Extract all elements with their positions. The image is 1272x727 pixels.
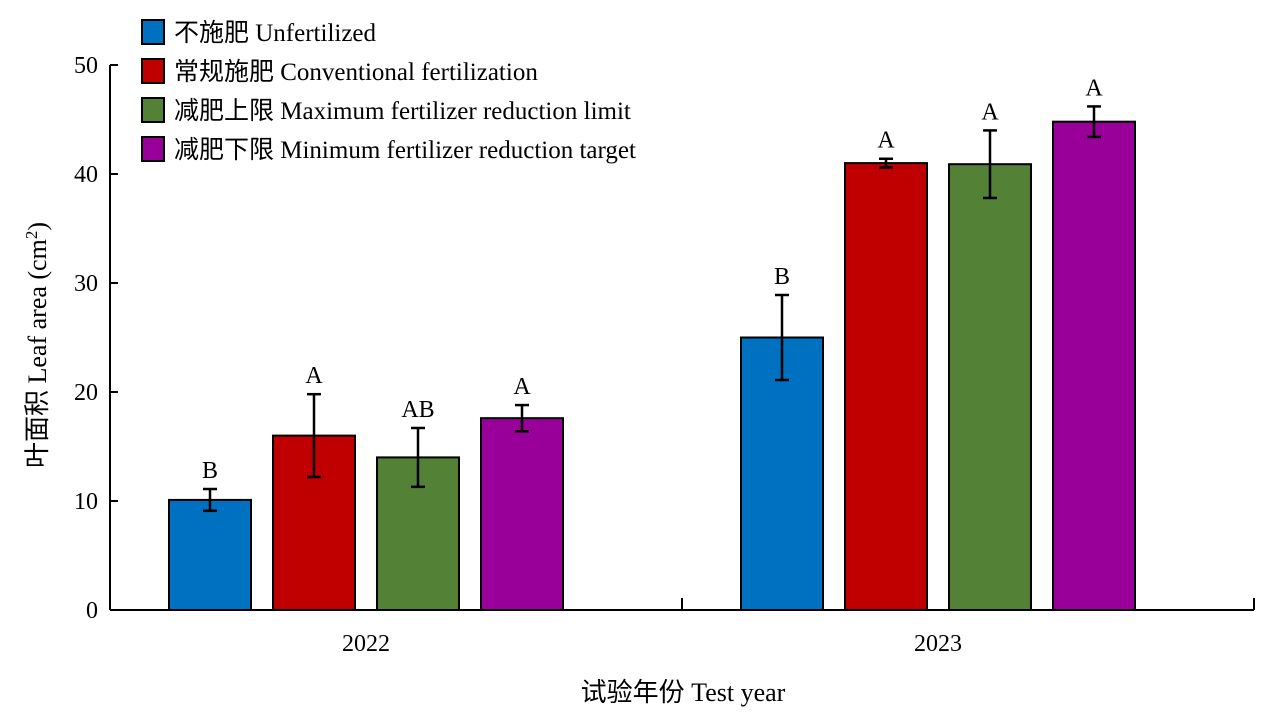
significance-letter: A — [513, 374, 531, 400]
legend-swatch — [141, 58, 165, 84]
error-bars — [203, 105, 1101, 513]
legend-entry: 常规施肥 Conventional fertilization — [174, 58, 538, 86]
bar — [376, 456, 460, 611]
legend-entry: 不施肥 Unfertilized — [174, 19, 377, 47]
x-tick-label: 2023 — [914, 631, 962, 657]
significance-letter: A — [877, 128, 895, 154]
bar — [480, 417, 564, 611]
legend-entry: 减肥下限 Minimum fertilizer reduction target — [174, 136, 636, 164]
x-axis-title: 试验年份 Test year — [581, 678, 786, 707]
significance-letter: B — [774, 264, 790, 290]
y-tick-label: 40 — [74, 162, 98, 188]
legend-swatch — [141, 19, 165, 45]
bar — [168, 498, 252, 611]
y-axis-title: 叶面积 Leaf area (cm2) — [22, 222, 53, 468]
y-tick-label: 10 — [74, 489, 98, 515]
y-tick-label: 50 — [74, 53, 98, 79]
legend-swatch — [141, 136, 165, 162]
y-tick-label: 20 — [74, 380, 98, 406]
y-axis: 0 10 20 30 40 50 — [74, 53, 118, 624]
bars — [168, 120, 1136, 612]
significance-letter: A — [305, 363, 323, 389]
bar — [948, 163, 1032, 611]
bar — [844, 162, 928, 611]
significance-letter: B — [202, 458, 218, 484]
legend-swatch — [141, 97, 165, 123]
x-tick-label: 2022 — [342, 631, 390, 657]
legend-entry: 减肥上限 Maximum fertilizer reduction limit — [174, 97, 631, 125]
significance-letter: A — [1085, 75, 1103, 101]
y-tick-label: 0 — [86, 598, 98, 624]
bar — [1052, 120, 1136, 612]
y-tick-label: 30 — [74, 271, 98, 297]
legend: 不施肥 Unfertilized 常规施肥 Conventional fertil… — [141, 19, 636, 164]
significance-letter: AB — [401, 397, 434, 423]
significance-letter: A — [981, 99, 999, 125]
bar — [740, 336, 824, 611]
